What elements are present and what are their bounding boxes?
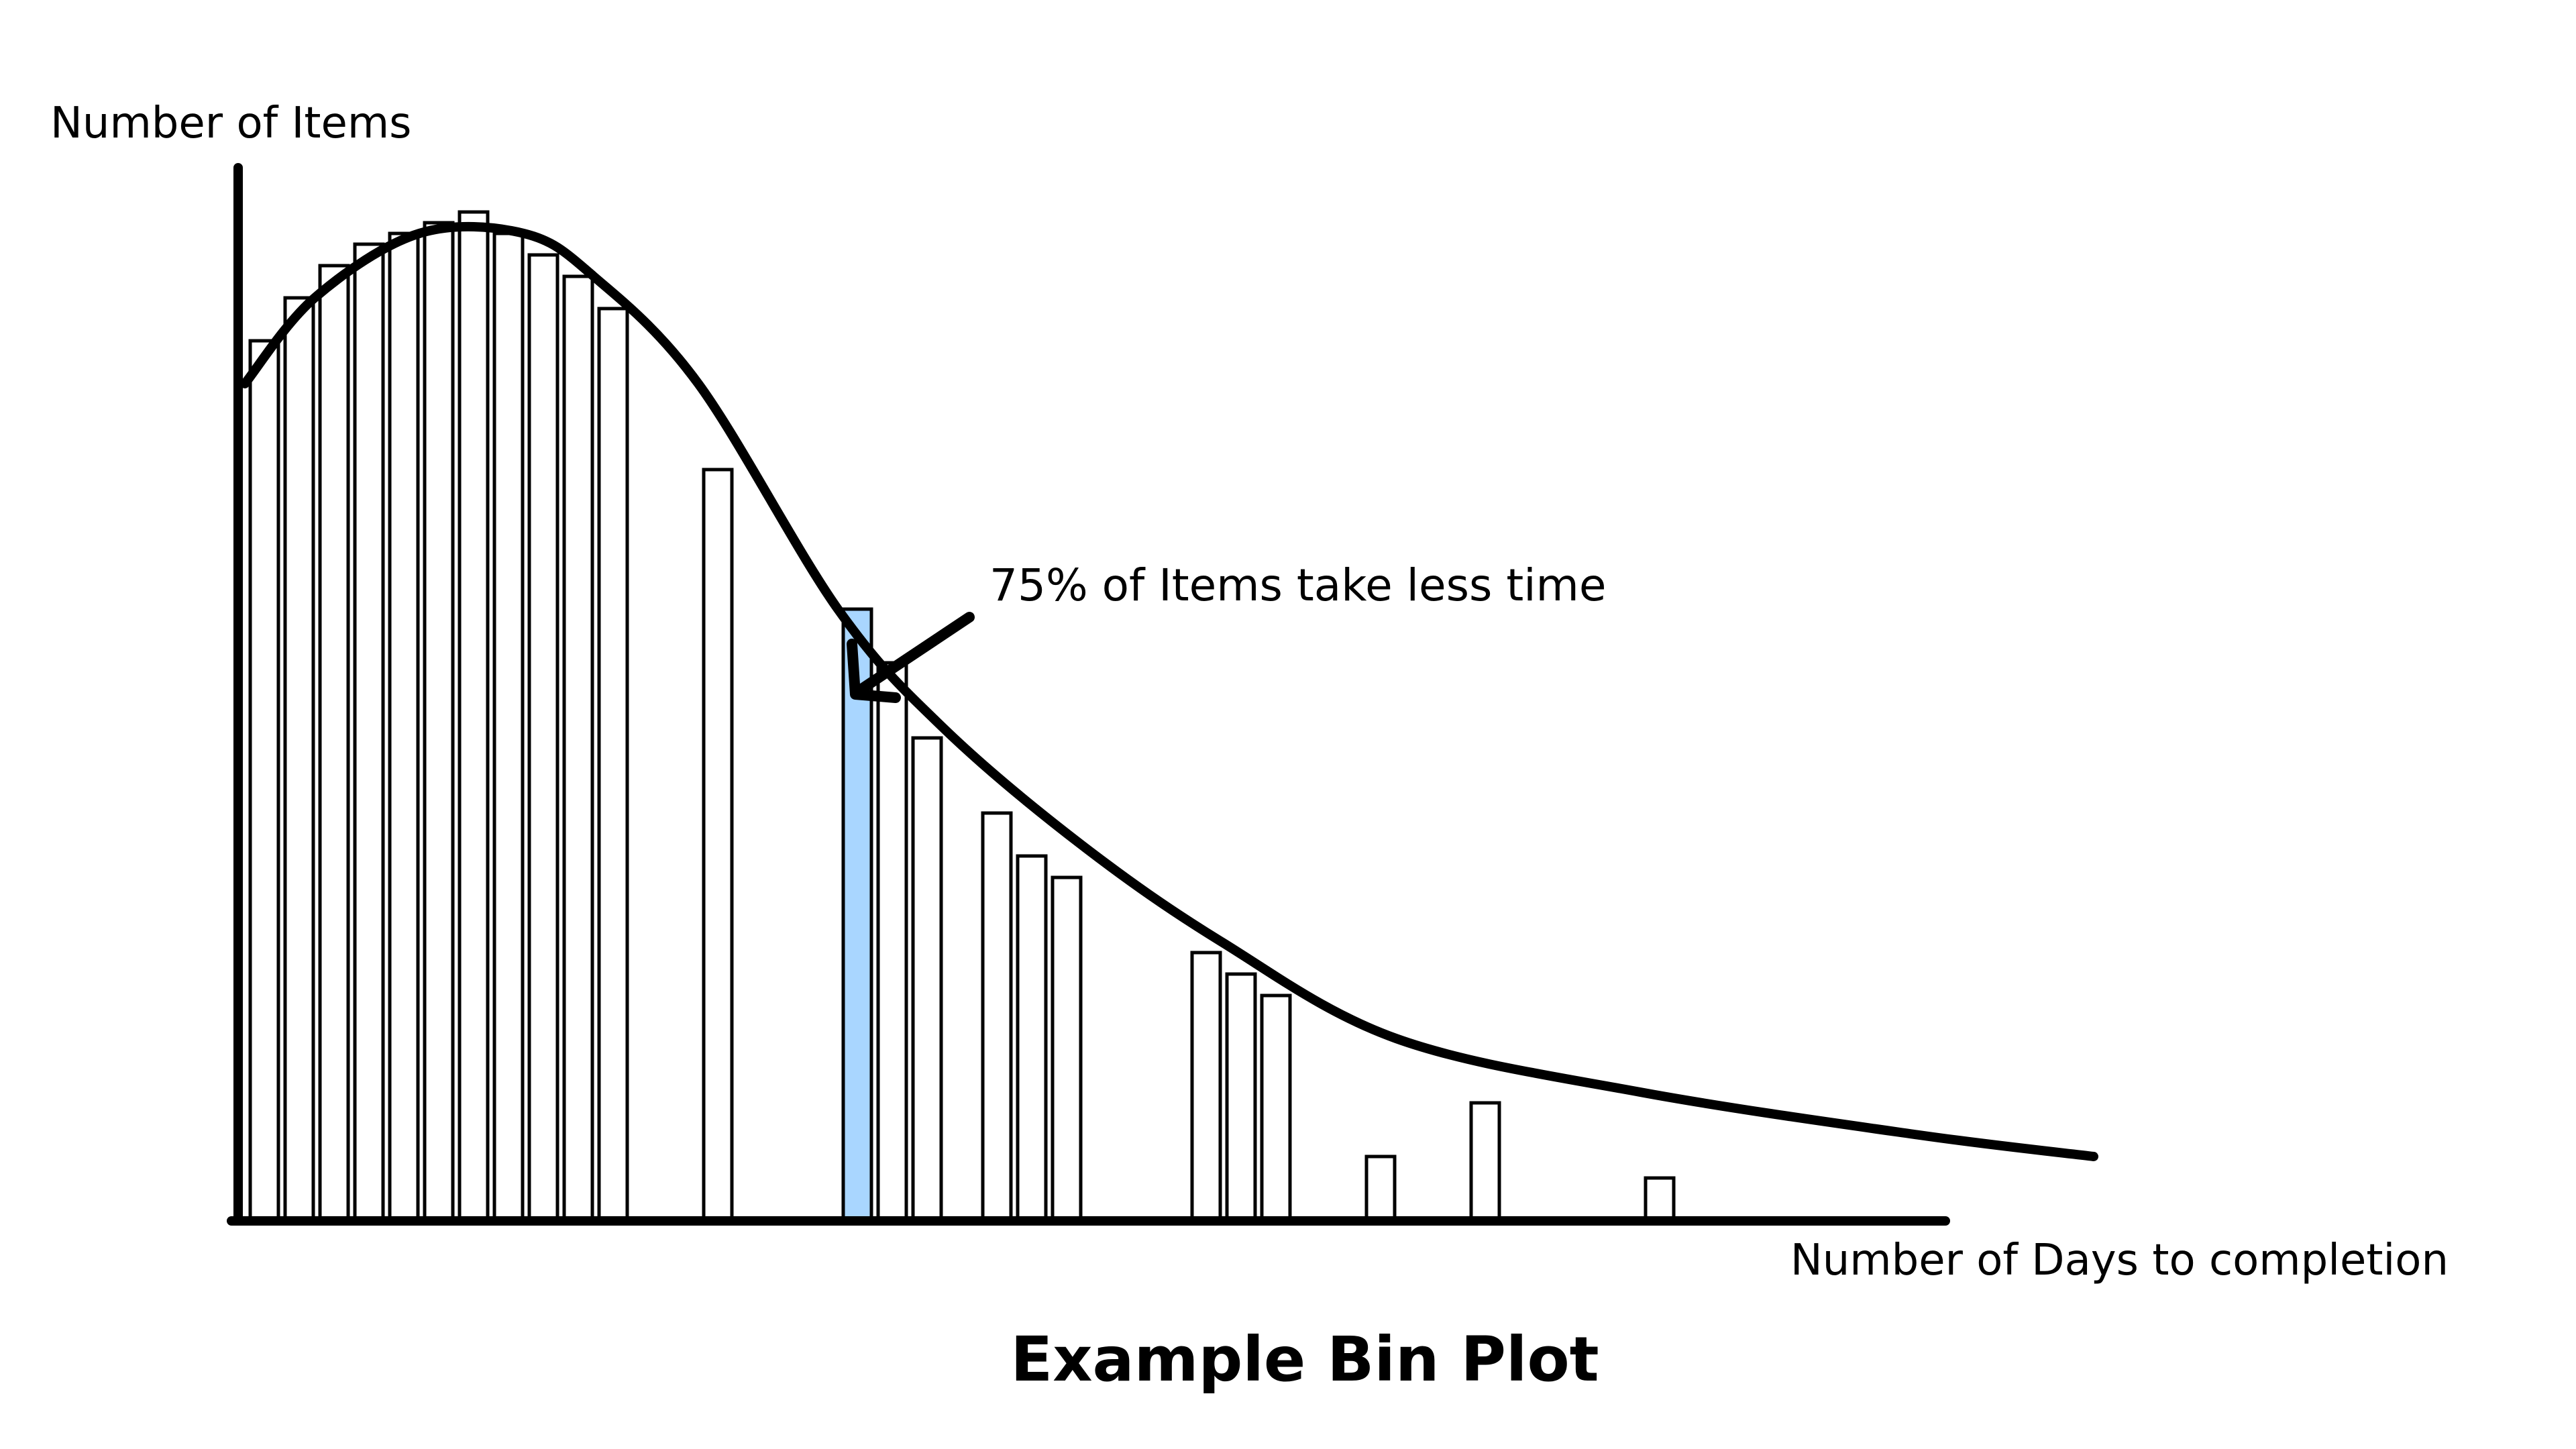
bar bbox=[702, 468, 734, 1223]
bar bbox=[981, 811, 1013, 1223]
bars-group bbox=[248, 210, 1676, 1223]
bar bbox=[1016, 854, 1048, 1223]
x-axis-label: Number of Days to completion bbox=[1790, 1236, 2449, 1285]
bar bbox=[353, 242, 385, 1223]
bar bbox=[562, 274, 594, 1223]
bar bbox=[1225, 972, 1257, 1223]
chart-title: Example Bin Plot bbox=[1010, 1324, 1599, 1395]
bar bbox=[458, 210, 490, 1223]
bar bbox=[318, 264, 350, 1223]
bar bbox=[283, 296, 315, 1223]
bar bbox=[911, 736, 943, 1223]
distribution-curve bbox=[240, 221, 2098, 1161]
bar bbox=[492, 231, 525, 1223]
bar bbox=[597, 307, 629, 1223]
y-axis-label: Number of Items bbox=[50, 99, 412, 148]
annotation-arrow bbox=[847, 612, 975, 703]
bar bbox=[1364, 1155, 1397, 1223]
bar bbox=[527, 253, 559, 1223]
bar-highlighted bbox=[841, 607, 873, 1223]
bar bbox=[1190, 951, 1222, 1223]
bar bbox=[1051, 875, 1083, 1223]
bar bbox=[876, 661, 908, 1223]
bar bbox=[388, 231, 420, 1223]
bar bbox=[1644, 1176, 1676, 1223]
bar bbox=[1469, 1101, 1501, 1223]
bar bbox=[248, 339, 280, 1223]
bar bbox=[1260, 994, 1292, 1223]
bar bbox=[423, 221, 455, 1223]
annotation-text: 75% of Items take less time bbox=[989, 559, 1606, 611]
